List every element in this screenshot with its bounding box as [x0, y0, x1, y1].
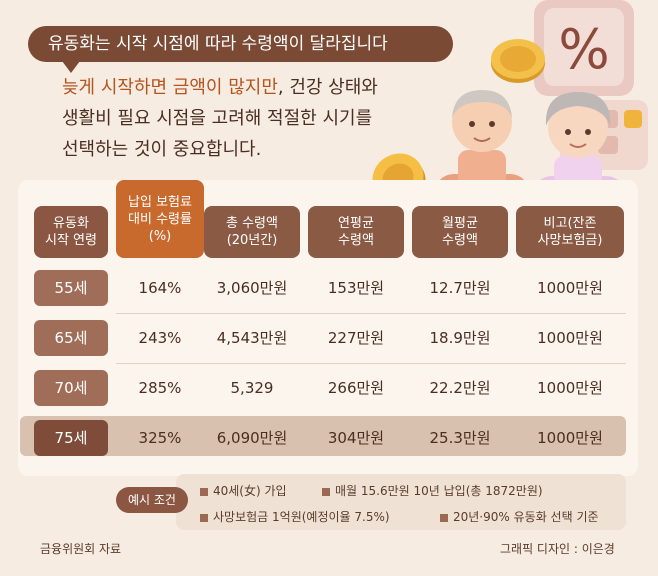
- cell-ratio: 325%: [138, 429, 182, 447]
- svg-text:%: %: [558, 18, 609, 81]
- row-divider: [116, 313, 626, 314]
- row-label: 55세: [34, 270, 108, 306]
- cell-annual: 304만원: [327, 429, 385, 447]
- cell-ratio: 243%: [138, 329, 182, 347]
- bullet-icon: [440, 513, 448, 522]
- cell-monthly: 18.9만원: [429, 329, 491, 347]
- cell-note: 1000만원: [537, 429, 603, 447]
- header-ratio: 납입 보험료 대비 수령률 (%): [116, 180, 204, 258]
- example-item: 40세(女) 가입: [200, 482, 287, 499]
- bullet-icon: [200, 513, 208, 522]
- example-label: 예시 조건: [116, 487, 188, 513]
- intro-line2: 생활비 필요 시점을 고려해 적절한 시기를: [62, 108, 373, 129]
- cell-note: 1000만원: [537, 329, 603, 347]
- cell-monthly: 22.2만원: [429, 379, 491, 397]
- header-total: 총 수령액 (20년간): [204, 206, 300, 258]
- gold-coin-icon: [491, 39, 545, 83]
- bullet-icon: [322, 487, 330, 496]
- cell-total: 6,090만원: [216, 429, 288, 447]
- highlight-row-bg: [20, 416, 626, 456]
- intro-text: 늦게 시작하면 금액이 많지만, 건강 상태와 생활비 필요 시점을 고려해 적…: [62, 72, 462, 165]
- cell-ratio: 164%: [138, 279, 182, 297]
- headline-bubble: 유동화는 시작 시점에 따라 수령액이 달라집니다: [28, 26, 453, 73]
- cell-ratio: 285%: [138, 379, 182, 397]
- example-item: 사망보험금 1억원(예정이율 7.5%): [200, 508, 390, 525]
- header-note: 비고(잔존 사망보험금): [516, 206, 624, 258]
- cell-note: 1000만원: [537, 279, 603, 297]
- cell-annual: 266만원: [327, 379, 385, 397]
- intro-highlight: 늦게 시작하면 금액이 많지만: [62, 77, 278, 98]
- row-label: 65세: [34, 320, 108, 356]
- row-label: 70세: [34, 370, 108, 406]
- row-label: 75세: [34, 420, 108, 456]
- intro-line3: 선택하는 것이 중요합니다.: [62, 139, 262, 160]
- cell-note: 1000만원: [537, 379, 603, 397]
- source-note: 금융위원회 자료: [40, 542, 122, 556]
- example-conditions: [176, 474, 626, 530]
- intro-line1-rest: , 건강 상태와: [277, 77, 378, 98]
- row-divider: [116, 363, 626, 364]
- example-item: 20년·90% 유동화 선택 기준: [440, 508, 599, 525]
- cell-annual: 227만원: [327, 329, 385, 347]
- example-item: 매월 15.6만원 10년 납입(총 1872만원): [322, 482, 543, 499]
- header-age: 유동화 시작 연령: [34, 206, 108, 258]
- cell-total: 5,329: [230, 379, 274, 397]
- header-monthly: 월평균 수령액: [412, 206, 508, 258]
- credit-note: 그래픽 디자인 : 이은경: [500, 542, 615, 556]
- bullet-icon: [200, 487, 208, 496]
- cell-total: 3,060만원: [216, 279, 288, 297]
- headline: 유동화는 시작 시점에 따라 수령액이 달라집니다: [48, 34, 388, 54]
- cell-annual: 153만원: [327, 279, 385, 297]
- cell-monthly: 25.3만원: [429, 429, 491, 447]
- cell-total: 4,543만원: [216, 329, 288, 347]
- header-annual: 연평균 수령액: [308, 206, 404, 258]
- cell-monthly: 12.7만원: [429, 279, 491, 297]
